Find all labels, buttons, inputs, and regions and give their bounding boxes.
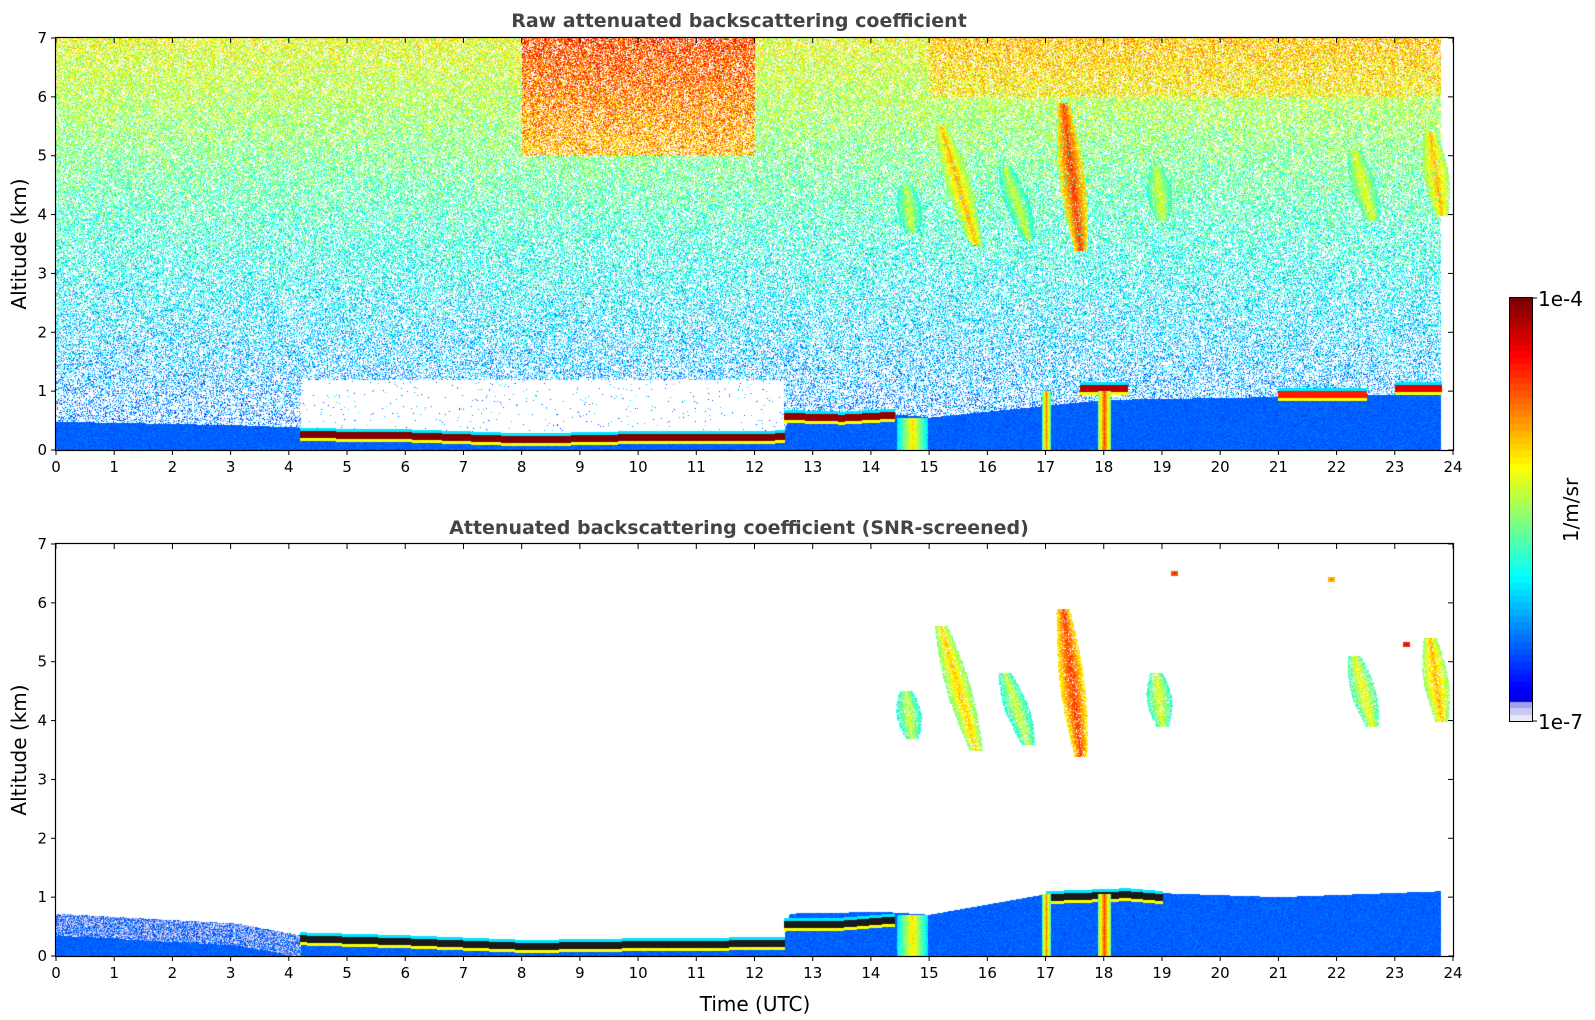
- x-tick-label: 23: [1385, 458, 1404, 476]
- panel-2-y-axis: 0 1 2 3 4 5 6 7: [37, 535, 1453, 965]
- y-tick-label: 3: [37, 264, 47, 282]
- x-tick-label: 7: [459, 458, 469, 476]
- y-tick-label: 6: [37, 594, 47, 612]
- x-tick-label: 11: [687, 964, 706, 982]
- x-tick-label: 12: [745, 458, 764, 476]
- x-tick-label: 15: [920, 458, 939, 476]
- y-tick-label: 4: [37, 206, 47, 224]
- panel-1-title: Raw attenuated backscattering coefficien…: [511, 10, 967, 32]
- x-tick-label: 5: [342, 964, 352, 982]
- panel-2-plot-area: [56, 544, 1453, 956]
- x-tick-label: 24: [1443, 964, 1462, 982]
- y-tick-label: 7: [37, 535, 47, 553]
- panel-2-title: Attenuated backscattering coefficient (S…: [449, 517, 1029, 539]
- y-tick-label: 5: [37, 653, 47, 671]
- panel-1-plot-area: [56, 38, 1453, 450]
- x-tick-label: 6: [400, 458, 410, 476]
- x-tick-label: 4: [284, 964, 294, 982]
- x-tick-label: 0: [51, 964, 61, 982]
- y-tick-label: 2: [37, 323, 47, 341]
- x-tick-label: 13: [803, 964, 822, 982]
- x-tick-label: 12: [745, 964, 764, 982]
- y-tick-label: 4: [37, 712, 47, 730]
- y-tick-label: 5: [37, 147, 47, 165]
- colorbar-max-label: 1e-4: [1538, 287, 1583, 311]
- x-tick-label: 18: [1094, 964, 1113, 982]
- colorbar: [1510, 298, 1532, 721]
- x-tick-label: 23: [1385, 964, 1404, 982]
- x-tick-label: 16: [978, 458, 997, 476]
- panel-1-y-axis: 0 1 2 3 4 5 6 7: [37, 29, 1453, 459]
- x-axis-label: Time (UTC): [699, 992, 811, 1016]
- x-tick-label: 3: [226, 458, 236, 476]
- x-tick-label: 6: [400, 964, 410, 982]
- y-tick-label: 1: [37, 888, 47, 906]
- x-tick-label: 22: [1327, 458, 1346, 476]
- y-tick-label: 6: [37, 88, 47, 106]
- x-tick-label: 5: [342, 458, 352, 476]
- x-tick-label: 8: [517, 964, 527, 982]
- x-tick-label: 1: [109, 964, 119, 982]
- x-tick-label: 11: [687, 458, 706, 476]
- x-tick-label: 9: [575, 964, 585, 982]
- x-tick-label: 20: [1211, 964, 1230, 982]
- y-tick-label: 3: [37, 770, 47, 788]
- x-tick-label: 9: [575, 458, 585, 476]
- x-tick-label: 15: [920, 964, 939, 982]
- x-tick-label: 17: [1036, 964, 1055, 982]
- x-tick-label: 21: [1269, 458, 1288, 476]
- x-tick-label: 2: [168, 964, 178, 982]
- x-tick-label: 24: [1443, 458, 1462, 476]
- x-tick-label: 21: [1269, 964, 1288, 982]
- x-tick-label: 1: [109, 458, 119, 476]
- x-tick-label: 14: [861, 458, 880, 476]
- x-tick-label: 22: [1327, 964, 1346, 982]
- x-tick-label: 14: [861, 964, 880, 982]
- y-tick-label: 0: [37, 947, 47, 965]
- panel-1-x-axis: 0 1 2 3 4 5 6 7 8 9 10 11 12 13 14 15 16 17 18 19 20 21 22 23 24: [51, 38, 1463, 476]
- colorbar-frame: [1509, 297, 1533, 722]
- x-tick-label: 16: [978, 964, 997, 982]
- y-tick-label: 0: [37, 441, 47, 459]
- panel-2-y-axis-label: Altitude (km): [7, 684, 31, 815]
- x-tick-label: 0: [51, 458, 61, 476]
- x-tick-label: 13: [803, 458, 822, 476]
- y-tick-label: 7: [37, 29, 47, 47]
- x-tick-label: 19: [1152, 458, 1171, 476]
- colorbar-label: 1/m/sr: [1559, 477, 1583, 542]
- x-tick-label: 3: [226, 964, 236, 982]
- x-tick-label: 7: [459, 964, 469, 982]
- y-tick-label: 2: [37, 829, 47, 847]
- panel-1-y-axis-label: Altitude (km): [7, 178, 31, 309]
- x-tick-label: 4: [284, 458, 294, 476]
- x-tick-label: 2: [168, 458, 178, 476]
- y-tick-label: 1: [37, 382, 47, 400]
- x-tick-label: 8: [517, 458, 527, 476]
- x-tick-label: 18: [1094, 458, 1113, 476]
- x-tick-label: 19: [1152, 964, 1171, 982]
- colorbar-min-label: 1e-7: [1538, 710, 1583, 734]
- x-tick-label: 17: [1036, 458, 1055, 476]
- panel-2-x-axis: 0 1 2 3 4 5 6 7 8 9 10 11 12 13 14 15 16 17 18 19 20 21 22 23 24: [51, 544, 1463, 982]
- x-tick-label: 20: [1211, 458, 1230, 476]
- x-tick-label: 10: [629, 964, 648, 982]
- x-tick-label: 10: [629, 458, 648, 476]
